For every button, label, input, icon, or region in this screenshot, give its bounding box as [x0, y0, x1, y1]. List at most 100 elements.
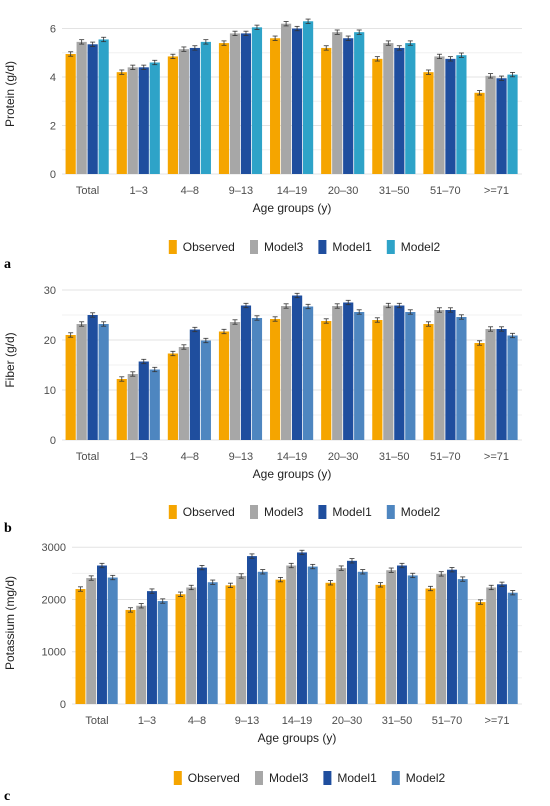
bar-model3-9 — [485, 329, 496, 440]
bar-model2-3 — [207, 582, 218, 704]
bar-model2-6 — [354, 312, 365, 440]
bar-model3-8 — [436, 573, 447, 704]
bar-model2-1 — [107, 577, 118, 704]
x-axis-label: Age groups (y) — [253, 467, 332, 481]
bar-model1-5 — [297, 552, 307, 704]
x-tick-label: 9–13 — [235, 715, 259, 727]
legend-swatch-model3 — [250, 505, 258, 519]
legend-swatch-observed — [168, 240, 177, 254]
bar-model2-8 — [457, 579, 468, 704]
x-tick-label: 4–8 — [188, 715, 206, 727]
bar-observed-7 — [372, 58, 383, 175]
x-tick-label: 31–50 — [379, 451, 410, 463]
x-tick-label: 20–30 — [328, 451, 359, 463]
bar-model3-8 — [434, 56, 445, 175]
bar-model3-2 — [127, 67, 138, 174]
bar-model1-2 — [138, 67, 149, 174]
bar-observed-8 — [423, 324, 434, 440]
bar-model2-7 — [405, 43, 416, 174]
legend-swatch-model1 — [318, 505, 327, 519]
y-tick-label: 0 — [60, 699, 66, 711]
bar-model2-2 — [149, 369, 160, 440]
bar-model1-9 — [497, 584, 507, 704]
bar-model3-6 — [336, 568, 347, 704]
bar-observed-1 — [65, 54, 76, 174]
bar-model2-5 — [302, 21, 314, 174]
bar-model3-4 — [236, 575, 247, 704]
bar-model2-3 — [200, 340, 211, 440]
legend-label-model2: Model2 — [406, 771, 446, 785]
bar-model1-2 — [138, 361, 149, 440]
bar-model1-6 — [347, 560, 357, 704]
y-tick-label: 0 — [50, 435, 56, 447]
x-tick-label: 4–8 — [181, 451, 199, 463]
x-tick-label: Total — [85, 715, 108, 727]
y-tick-label: 2 — [50, 121, 56, 133]
bar-observed-8 — [423, 72, 434, 174]
y-tick-label: 20 — [44, 335, 56, 347]
bar-observed-8 — [425, 588, 436, 704]
bar-model3-9 — [485, 75, 496, 174]
bar-model2-4 — [251, 318, 263, 440]
legend-label-model1: Model1 — [337, 771, 377, 785]
legend-label-model3: Model3 — [264, 240, 304, 254]
bar-model1-1 — [87, 44, 98, 174]
bar-model1-7 — [394, 47, 405, 174]
x-tick-label: 51–70 — [430, 185, 461, 197]
bar-observed-3 — [167, 56, 178, 175]
bar-model2-7 — [405, 312, 416, 440]
chart-panel-fiber: 0 10 20 30 Total 1–3 4–8 9–13 14–19 20–30 31–50 51–… — [3, 285, 522, 532]
legend-label-observed: Observed — [183, 240, 235, 254]
x-tick-label: 31–50 — [382, 715, 413, 727]
x-tick-label: >=71 — [484, 451, 509, 463]
bar-model1-5 — [292, 28, 303, 174]
bar-observed-5 — [270, 38, 281, 174]
bar-model1-7 — [397, 565, 407, 704]
bar-model3-3 — [178, 49, 189, 174]
x-tick-label: 20–30 — [332, 715, 363, 727]
bar-observed-2 — [116, 379, 127, 440]
x-tick-label: >=71 — [484, 715, 509, 727]
x-tick-label: 1–3 — [129, 185, 147, 197]
legend-swatch-model3 — [250, 240, 258, 254]
x-tick-label: 20–30 — [328, 185, 359, 197]
bar-observed-4 — [218, 43, 230, 174]
legend-label-observed: Observed — [183, 505, 235, 519]
legend-swatch-model3 — [255, 771, 263, 785]
bar-observed-2 — [125, 609, 136, 704]
bar-model3-7 — [383, 43, 394, 174]
bar-model1-2 — [147, 591, 157, 704]
y-tick-label: 30 — [44, 285, 56, 297]
bar-model1-9 — [496, 78, 507, 174]
bar-observed-3 — [167, 353, 178, 440]
bar-observed-5 — [270, 319, 281, 440]
bar-model2-9 — [507, 592, 518, 704]
bar-model2-4 — [251, 27, 263, 175]
bar-model3-5 — [281, 306, 292, 440]
chart-panel-potassium: 0 1000 2000 3000 Total 1–3 4–8 9–13 14–19 20–30 31… — [3, 542, 522, 804]
bar-model1-1 — [97, 565, 107, 704]
bar-model3-3 — [186, 587, 197, 704]
bar-model1-3 — [197, 567, 207, 704]
y-tick-label: 4 — [50, 72, 56, 84]
bar-model2-1 — [98, 324, 109, 440]
x-tick-label: 51–70 — [430, 451, 461, 463]
bar-model3-8 — [434, 310, 445, 440]
bar-model2-3 — [200, 41, 211, 175]
bar-model2-9 — [507, 335, 518, 440]
legend-swatch-model1 — [323, 771, 332, 785]
bar-model3-4 — [229, 322, 241, 440]
bar-observed-1 — [75, 589, 86, 704]
y-tick-label: 3000 — [42, 542, 66, 554]
bar-model1-9 — [496, 329, 507, 440]
bar-model3-6 — [332, 306, 343, 440]
legend-label-model1: Model1 — [332, 240, 372, 254]
bar-model1-8 — [445, 310, 456, 440]
x-tick-label: 1–3 — [129, 451, 147, 463]
bar-model3-7 — [386, 570, 397, 704]
bar-model2-5 — [302, 306, 314, 440]
bar-observed-3 — [175, 594, 186, 704]
chart-panel-protein: 0 2 4 6 Total 1–3 4–8 9–13 14–19 20–30 31–50 51–70 >… — [3, 18, 522, 270]
bar-model2-2 — [149, 62, 160, 174]
x-tick-label: 9–13 — [229, 451, 253, 463]
